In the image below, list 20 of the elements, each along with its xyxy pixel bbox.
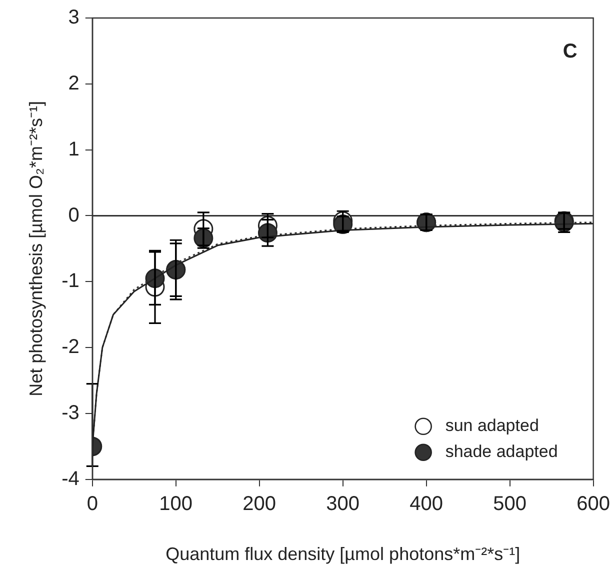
- legend-label: sun adapted: [445, 416, 539, 436]
- x-tick-label: 0: [86, 492, 98, 515]
- y-tick-label: 3: [68, 6, 80, 29]
- y-tick-label: 0: [68, 204, 80, 226]
- x-tick-label: 400: [410, 492, 444, 515]
- x-tick-label: 300: [326, 492, 360, 515]
- y-tick-label: -1: [62, 270, 80, 292]
- y-tick-label: -2: [62, 336, 80, 358]
- x-tick-label: 200: [242, 492, 276, 515]
- y-axis-title: Net photosynthesis [µmol O₂*m⁻²*s⁻¹]: [26, 100, 46, 396]
- x-axis-title: Quantum flux density [µmol photons*m⁻²*s⁻¹]: [166, 544, 520, 564]
- y-tick-label: 2: [68, 72, 80, 94]
- y-tick-label: -3: [62, 402, 80, 424]
- annotation: C: [562, 40, 578, 63]
- y-tick-label: 1: [68, 138, 80, 160]
- legend-label: shade adapted: [445, 442, 558, 462]
- x-tick-label: 500: [493, 492, 527, 515]
- y-tick-label: -4: [62, 468, 80, 490]
- x-tick-label: 600: [576, 492, 610, 515]
- x-tick-label: 100: [159, 492, 193, 515]
